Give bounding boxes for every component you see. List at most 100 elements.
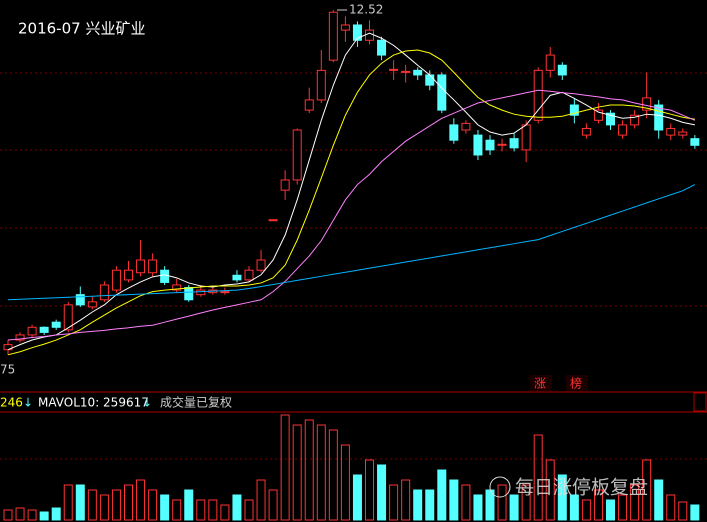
ma-line <box>7 49 695 356</box>
candle-body <box>557 64 567 76</box>
candle-body <box>377 39 387 56</box>
candle-body <box>389 68 399 71</box>
volume-bar <box>413 489 423 521</box>
volume-bar <box>497 484 507 521</box>
volume-bar <box>557 474 567 521</box>
volume-bar <box>232 494 242 521</box>
volume-bar <box>292 424 302 521</box>
candle-body <box>473 134 483 156</box>
arrow: ↓ <box>142 396 152 410</box>
candle-body <box>268 219 278 222</box>
frame <box>693 392 707 412</box>
plot <box>3 10 700 521</box>
candle-body <box>232 274 242 281</box>
volume-bar <box>340 444 350 521</box>
candle-body <box>690 138 700 146</box>
volume-bar <box>606 499 615 521</box>
volume-bar <box>280 414 290 521</box>
volume-bar <box>148 489 158 521</box>
watermark: 每日涨停板复盘 <box>515 477 648 499</box>
volume-bar <box>136 479 146 521</box>
volume-bar <box>63 484 73 521</box>
candle-body <box>606 112 615 126</box>
volume-bar <box>172 499 182 521</box>
candle-body <box>666 127 676 136</box>
candle-body <box>401 70 411 73</box>
candle-body <box>630 114 640 126</box>
volume-bar <box>39 511 49 521</box>
candle-body <box>593 109 603 121</box>
mavol-label: MAVOL10: 259617 <box>38 396 149 410</box>
volume-bar <box>521 484 531 521</box>
candle-body <box>124 269 133 281</box>
candle-body <box>413 69 423 76</box>
candle-body <box>461 122 471 131</box>
volume-bar <box>581 499 591 521</box>
candle-body <box>497 143 507 146</box>
candle-body <box>184 287 194 301</box>
tag-box <box>566 375 588 391</box>
candle-body <box>316 69 326 101</box>
volume-bar <box>389 484 399 521</box>
volume-bar <box>352 474 362 521</box>
volume-bar <box>184 489 194 521</box>
candle-body <box>509 138 519 149</box>
volume-bar <box>678 501 688 521</box>
tag: 榜 <box>570 376 582 391</box>
candle-body <box>63 304 73 331</box>
volume-bar <box>328 429 338 521</box>
volume-bar <box>545 459 555 521</box>
volume-bar <box>3 509 13 521</box>
volume-bar <box>425 489 435 521</box>
volume-bar <box>99 494 109 521</box>
candle-body <box>280 179 290 191</box>
candle-body <box>172 284 182 291</box>
vol-note: 成交量已复权 <box>160 395 232 410</box>
grid <box>0 72 707 460</box>
volume-bar <box>365 459 374 521</box>
candle-body <box>51 321 61 328</box>
candle-body <box>136 259 146 274</box>
candle-body <box>365 29 374 41</box>
volume-bar <box>220 504 230 521</box>
volume-bar <box>666 494 676 521</box>
tag-box <box>530 375 552 391</box>
volume-bar <box>690 504 700 521</box>
arrow: ↓ <box>23 396 33 410</box>
candle-body <box>304 99 314 111</box>
chart-title: 2016-07 兴业矿业 <box>18 20 145 38</box>
volume-bar <box>473 494 483 521</box>
candle-body <box>449 124 459 141</box>
candle-body <box>75 294 85 306</box>
ma-line <box>7 32 695 351</box>
candle-body <box>99 284 109 301</box>
high-label: 12.52 <box>349 3 383 17</box>
ma-line <box>7 184 696 301</box>
candle-body <box>256 259 266 271</box>
candle-body <box>642 97 652 111</box>
volume-bar <box>268 489 278 521</box>
candle-body <box>196 289 206 296</box>
candle-body <box>437 74 447 111</box>
volume-bar <box>316 424 326 521</box>
volume-bar <box>401 479 411 521</box>
candle-body <box>425 74 435 86</box>
volume-bar <box>256 479 266 521</box>
candle-body <box>545 54 555 71</box>
candle-body <box>340 24 350 31</box>
volume-bar <box>377 464 387 521</box>
candle-body <box>292 129 302 181</box>
volume-bar <box>15 507 25 521</box>
candle-body <box>244 269 254 281</box>
volume-bar <box>642 459 652 521</box>
volume-bar <box>27 509 37 521</box>
candle-body <box>15 334 25 341</box>
candle-body <box>148 259 158 274</box>
candle-body <box>111 269 121 291</box>
volume-bar <box>533 434 543 521</box>
volume-bar <box>509 494 519 521</box>
volume-bar <box>437 469 447 521</box>
candle-body <box>618 124 628 136</box>
volume-bar <box>461 484 471 521</box>
